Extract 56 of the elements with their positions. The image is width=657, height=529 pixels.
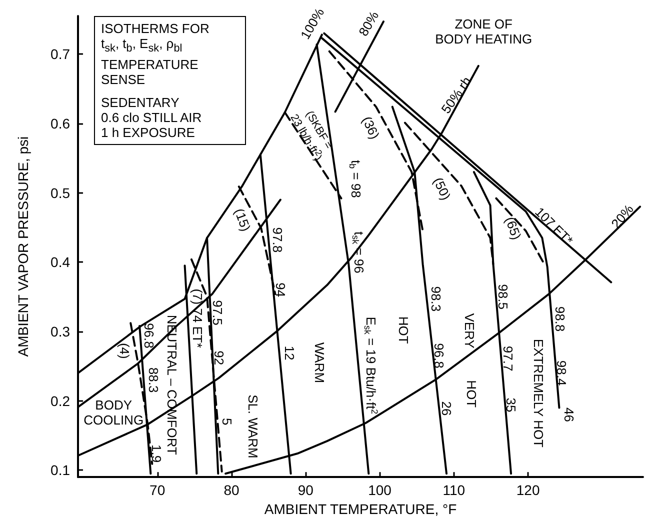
annotation: 12 [282,346,297,360]
y-tick-label: 0.1 [50,462,70,478]
annotation: NEUTRAL – COMFORT [164,314,180,455]
annotation: ISOTHERMS FOR [101,21,210,36]
y-tick-label: 0.3 [50,323,70,340]
annotation: 98.4 [554,360,569,386]
x-tick-label: 70 [150,482,166,498]
x-tick-label: 110 [442,482,466,498]
annotation: 96.8 [432,343,447,368]
annotation: TEMPERATURE SENSE [101,56,200,87]
annotation: SL. WARM [245,394,260,458]
annotation: 0.6 clo STILL AIR [101,110,203,125]
annotation: (36) [359,114,383,142]
x-tick-label: 100 [368,482,392,498]
annotation: 1.9 [149,444,164,463]
x-axis-title: AMBIENT TEMPERATURE, °F [264,501,457,517]
annotation: SEDENTARY [101,94,180,110]
annotation: 92 [211,350,226,366]
annotation: 98.5 [495,284,510,310]
annotation: tb = 98 [348,160,364,198]
annotation: VERY [462,313,477,349]
y-tick-label: 0.7 [50,46,70,62]
annotation: 5 [220,418,235,426]
annotation: 94 [272,282,288,298]
annotation: 97.8 [270,227,285,253]
annotation: (7) 74 ET* [190,288,205,348]
y-tick-label: 0.5 [50,184,70,201]
annotation: 96.8 [142,322,157,348]
annotation: ZONE OF BODY HEATING [435,16,532,46]
y-tick-label: 0.2 [50,392,70,409]
annotation: HOT [464,380,480,408]
annotation: t$_{sk}$, t$_{b}$, E$_{sk}$, ρ$_{bl}$ [101,36,184,57]
annotation: 46 [561,407,576,422]
annotation: (65) [502,214,524,242]
y-tick-label: 0.6 [50,115,70,132]
y-tick-label: 0.4 [50,254,70,270]
annotation: 88.3 [146,367,162,393]
annotation: Esk = 19 Btu/h·ft2 [362,316,380,414]
annotation: EXTREMELY HOT [530,338,546,448]
annotation: 98.3 [428,286,444,312]
x-tick-label: 80 [224,482,240,498]
annotation: WARM [312,342,328,384]
annotation: 35 [504,398,519,412]
annotation: (4) [117,342,132,359]
annotation: 98.8 [552,306,568,332]
x-tick-label: 120 [516,482,540,498]
annotation: (15) [232,206,254,234]
y-axis-title: AMBIENT VAPOR PRESSURE, psi [15,136,31,357]
annotation: BODY COOLING [84,398,144,428]
annotation: 26 [439,401,454,416]
annotation: 97.7 [500,346,516,372]
annotation: 1 h EXPOSURE [101,124,196,140]
annotation: (50) [430,175,454,202]
annotation: 97.5 [210,300,225,326]
annotation: HOT [396,316,412,344]
x-tick-label: 90 [298,482,314,498]
